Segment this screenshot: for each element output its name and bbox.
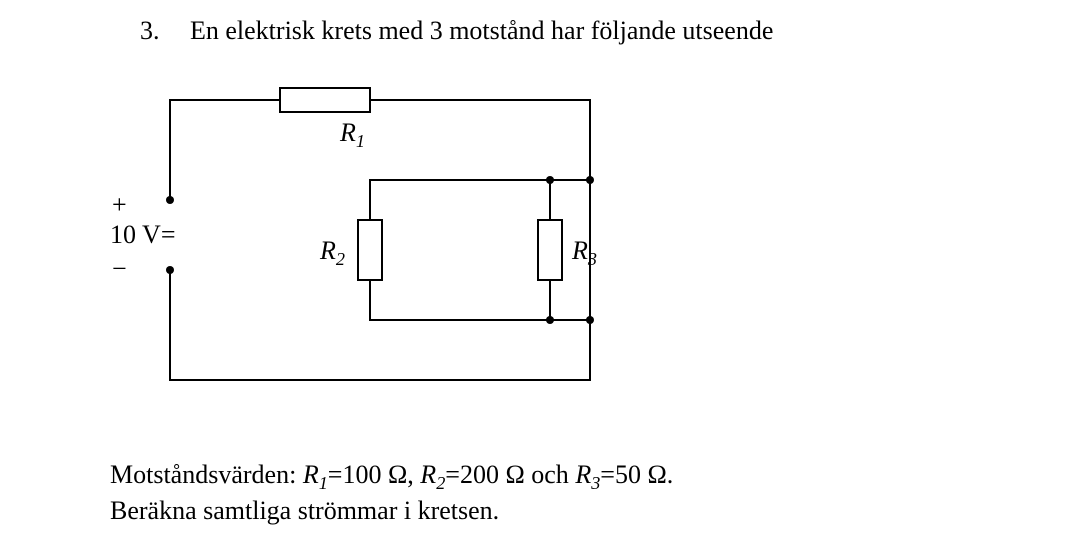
- label-r1: R1: [340, 120, 365, 150]
- source-plus: +: [112, 192, 127, 218]
- source-value: 10 V=: [110, 222, 175, 248]
- given-values: Motståndsvärden: R1=100 Ω, R2=200 Ω och …: [110, 460, 673, 494]
- label-r3: R3: [572, 238, 597, 268]
- question-text: Beräkna samtliga strömmar i kretsen.: [110, 496, 499, 526]
- label-r2: R2: [320, 238, 345, 268]
- source-minus: −: [112, 256, 127, 282]
- page: 3. En elektrisk krets med 3 motstånd har…: [0, 0, 1080, 558]
- problem-number: 3.: [140, 16, 160, 46]
- circuit-diagram: [110, 70, 710, 400]
- problem-title: En elektrisk krets med 3 motstånd har fö…: [190, 16, 773, 46]
